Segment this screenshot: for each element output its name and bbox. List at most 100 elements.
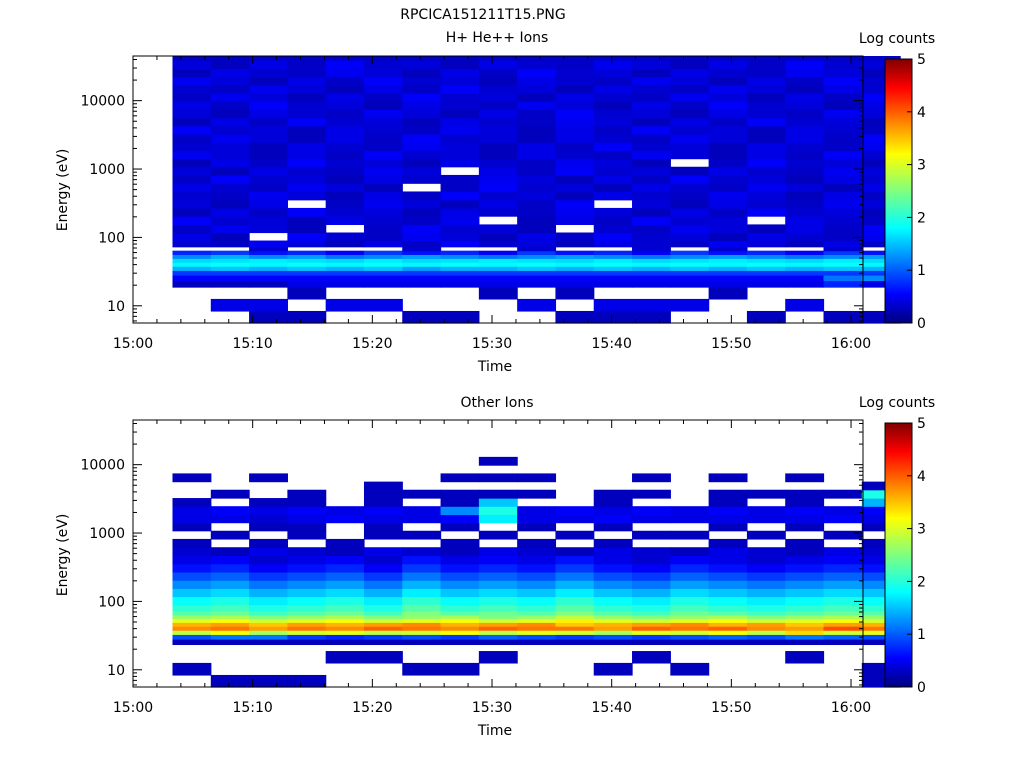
heatmap-cell (555, 150, 595, 160)
heatmap-cell (249, 506, 288, 516)
heatmap-cell (517, 266, 557, 271)
heatmap-cell (402, 514, 442, 524)
heatmap-cell (478, 547, 518, 557)
heatmap-cell (670, 250, 710, 255)
heatmap-cell (593, 555, 633, 565)
heatmap-cell (746, 174, 786, 184)
heatmap-cell (363, 630, 403, 635)
heatmap-cell (440, 498, 480, 507)
heatmap-cell (670, 588, 710, 598)
x-tick-label: 15:40 (592, 336, 632, 352)
y-tick-label: 10000 (80, 94, 125, 110)
heatmap-cell (593, 224, 633, 234)
heatmap-cell (823, 183, 863, 193)
heatmap-cell (593, 596, 633, 606)
heatmap-cell (210, 68, 250, 78)
heatmap-cell (746, 604, 786, 612)
heatmap-cell (440, 555, 480, 565)
heatmap-cell (325, 158, 365, 168)
heatmap-cell (249, 109, 288, 119)
heatmap-cell (210, 571, 250, 581)
heatmap-cell (708, 538, 748, 548)
heatmap-cell (325, 614, 365, 619)
x-tick-label: 15:20 (352, 336, 392, 352)
heatmap-cell (785, 266, 825, 271)
heatmap-cell (593, 662, 633, 676)
heatmap-cell (632, 84, 671, 94)
heatmap-cell (632, 232, 671, 242)
heatmap-cell (746, 547, 786, 557)
heatmap-cell (249, 250, 288, 255)
heatmap-cell (708, 506, 748, 516)
heatmap-cell (249, 216, 288, 225)
heatmap-cell (440, 134, 480, 143)
heatmap-cell (440, 639, 480, 646)
heatmap-cell (632, 240, 671, 248)
heatmap-cell (363, 216, 403, 225)
heatmap-cell (402, 216, 442, 225)
heatmap-cell (172, 538, 212, 548)
y-tick-label: 1000 (89, 526, 125, 542)
heatmap-cell (861, 240, 901, 248)
heatmap-cell (593, 522, 633, 532)
heatmap-cell (287, 626, 327, 631)
heatmap-cell (670, 596, 710, 606)
heatmap-cell (823, 580, 863, 589)
heatmap-cell (555, 622, 595, 627)
heatmap-cell (708, 158, 748, 168)
heatmap-cell (785, 614, 825, 619)
heatmap-cell (517, 56, 557, 61)
heatmap-cell (478, 191, 518, 201)
heatmap-cell (402, 547, 442, 557)
heatmap-cell (632, 60, 671, 69)
heatmap-cell (632, 596, 671, 606)
heatmap-cell (823, 622, 863, 627)
heatmap-cell (172, 134, 212, 143)
heatmap-cell (593, 626, 633, 631)
heatmap-cell (249, 275, 288, 282)
heatmap-cell (363, 571, 403, 581)
heatmap-cell (440, 125, 480, 135)
heatmap-cell (478, 183, 518, 193)
heatmap-cell (478, 166, 518, 176)
x-tick-label: 15:00 (113, 336, 153, 352)
heatmap-cell (440, 76, 480, 86)
heatmap-cell (593, 634, 633, 640)
heatmap-cell (287, 125, 327, 135)
heatmap-cell (249, 174, 288, 184)
heatmap-cell (440, 109, 480, 119)
heatmap-cell (823, 310, 863, 324)
heatmap-cell (325, 254, 365, 259)
heatmap-cell (325, 125, 365, 135)
heatmap-cell (210, 56, 250, 61)
heatmap-cell (172, 150, 212, 160)
heatmap-cell (210, 158, 250, 168)
heatmap-cell (363, 92, 403, 102)
heatmap-cell (287, 506, 327, 516)
heatmap-cell (632, 174, 671, 184)
heatmap-cell (593, 117, 633, 127)
heatmap-cell (402, 166, 442, 176)
heatmap-cell (517, 622, 557, 627)
heatmap-cell (440, 622, 480, 627)
heatmap-cell (708, 596, 748, 606)
heatmap-cell (363, 639, 403, 646)
heatmap-cell (210, 258, 250, 263)
x-tick-label: 16:00 (831, 700, 871, 716)
heatmap-cell (363, 634, 403, 640)
heatmap-cell (363, 588, 403, 598)
heatmap-cell (478, 530, 518, 540)
heatmap-cell (517, 634, 557, 640)
heatmap-cell (555, 92, 595, 102)
heatmap-cell (823, 604, 863, 612)
heatmap-cell (861, 109, 901, 119)
heatmap-cell (287, 514, 327, 524)
heatmap-cell (746, 84, 786, 94)
heatmap-cell (632, 634, 671, 640)
heatmap-cell (746, 555, 786, 565)
heatmap-cell (632, 76, 671, 86)
colorbar-tick-label: 5 (917, 416, 926, 432)
heatmap-cell (478, 630, 518, 635)
heatmap-cell (632, 618, 671, 623)
heatmap-cell (249, 125, 288, 135)
